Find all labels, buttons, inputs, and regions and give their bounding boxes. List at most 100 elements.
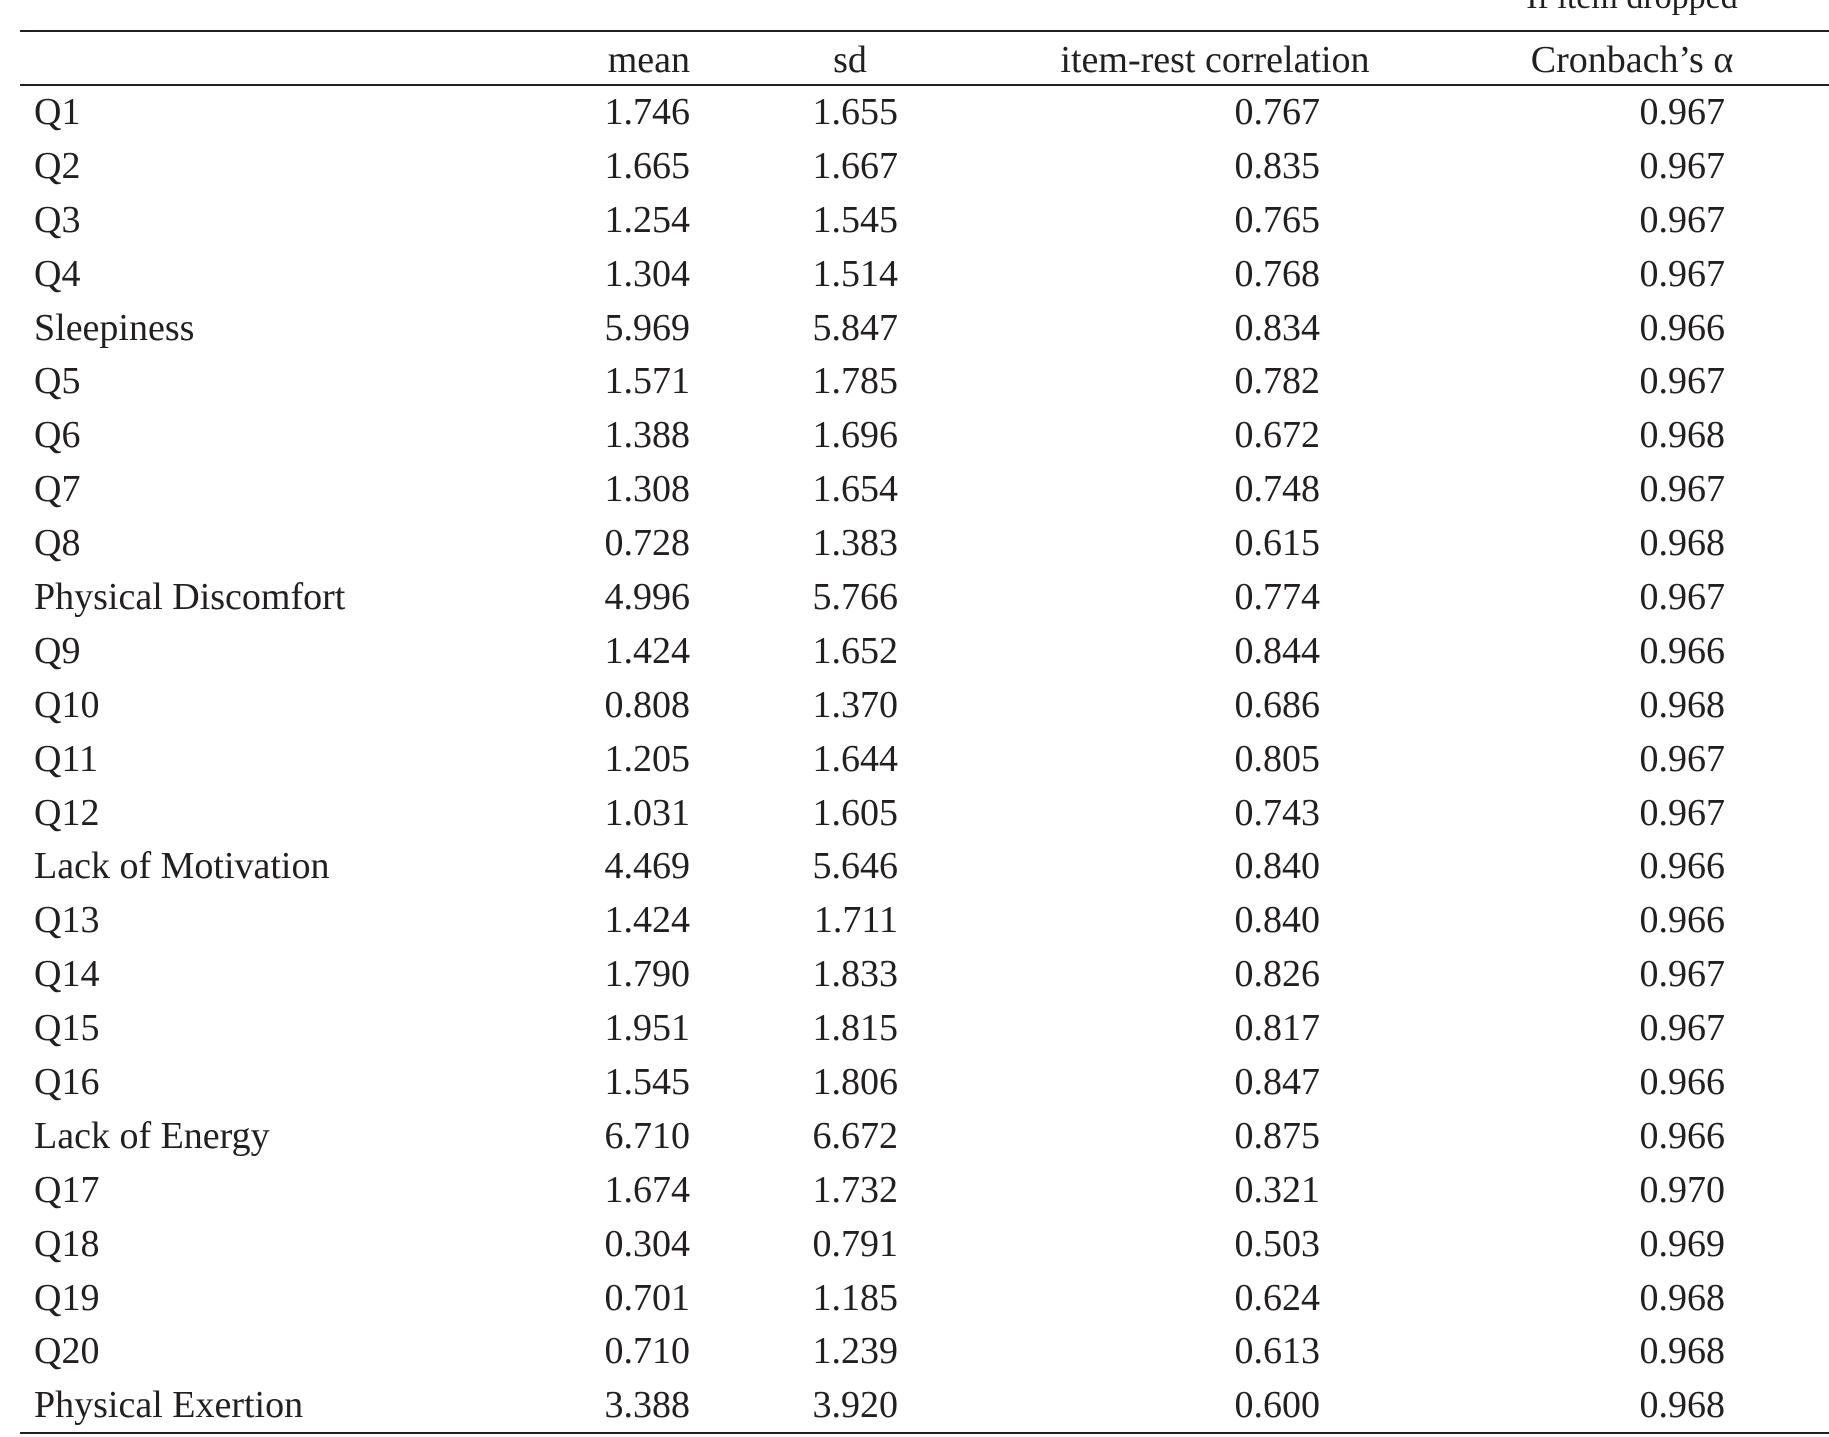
cell-cronbach-alpha: 0.967 [1639, 1007, 1726, 1050]
cell-sd: 1.655 [812, 91, 899, 133]
row-label: Lack of Energy [34, 1114, 270, 1157]
table-body: Q1 1.746 1.655 0.767 0.967 Q2 1.665 1.667 0.835 0… [0, 89, 1829, 1436]
cell-item-rest-correlation: 0.624 [1234, 1276, 1321, 1319]
cell-cronbach-alpha: 0.968 [1639, 1330, 1726, 1373]
if-item-dropped-header: If item dropped [1474, 0, 1790, 18]
cell-item-rest-correlation: 0.686 [1234, 683, 1321, 726]
table-row: Q3 1.254 1.545 0.765 0.967 [0, 197, 1829, 251]
cell-cronbach-alpha: 0.968 [1639, 1276, 1726, 1319]
table-row: Q17 1.674 1.732 0.321 0.970 [0, 1167, 1829, 1221]
table-row: Q11 1.205 1.644 0.805 0.967 [0, 736, 1829, 790]
cell-mean: 4.469 [604, 845, 691, 888]
cell-sd: 1.605 [812, 791, 899, 834]
cell-cronbach-alpha: 0.967 [1639, 737, 1726, 780]
cell-mean: 1.674 [604, 1168, 691, 1211]
cell-mean: 1.031 [604, 791, 691, 834]
cell-sd: 6.672 [812, 1114, 899, 1157]
row-label: Q10 [34, 683, 100, 726]
cell-cronbach-alpha: 0.968 [1639, 522, 1726, 565]
table-row: Lack of Energy 6.710 6.672 0.875 0.966 [0, 1113, 1829, 1167]
cell-cronbach-alpha: 0.967 [1639, 576, 1726, 619]
row-label: Q16 [34, 1061, 100, 1104]
row-label: Q8 [34, 522, 81, 565]
cell-item-rest-correlation: 0.615 [1234, 522, 1321, 565]
cell-sd: 1.370 [812, 683, 899, 726]
cell-item-rest-correlation: 0.840 [1234, 845, 1321, 888]
cell-cronbach-alpha: 0.966 [1639, 845, 1726, 888]
row-label: Physical Discomfort [34, 576, 346, 619]
cell-mean: 1.254 [604, 198, 691, 241]
cell-sd: 5.847 [812, 306, 899, 349]
cell-mean: 3.388 [604, 1384, 691, 1427]
row-label: Sleepiness [34, 306, 195, 349]
cell-mean: 1.951 [604, 1007, 691, 1050]
cell-cronbach-alpha: 0.967 [1639, 791, 1726, 834]
table-row: Q13 1.424 1.711 0.840 0.966 [0, 897, 1829, 951]
row-label: Q7 [34, 468, 81, 511]
cell-mean: 5.969 [604, 306, 691, 349]
table-row: Q19 0.701 1.185 0.624 0.968 [0, 1275, 1829, 1329]
cell-sd: 1.833 [812, 953, 899, 996]
cell-mean: 1.790 [604, 953, 691, 996]
cell-cronbach-alpha: 0.967 [1639, 252, 1726, 295]
cell-mean: 1.424 [604, 629, 691, 672]
cell-mean: 1.304 [604, 252, 691, 295]
cell-mean: 6.710 [604, 1114, 691, 1157]
table-row: Q7 1.308 1.654 0.748 0.967 [0, 466, 1829, 520]
row-label: Q1 [34, 91, 81, 133]
table-row: Physical Discomfort 4.996 5.766 0.774 0.967 [0, 574, 1829, 628]
cell-mean: 1.746 [604, 91, 691, 133]
cell-cronbach-alpha: 0.967 [1639, 144, 1726, 187]
cell-mean: 1.388 [604, 414, 691, 457]
table-row: Q12 1.031 1.605 0.743 0.967 [0, 790, 1829, 844]
cell-sd: 1.815 [812, 1007, 899, 1050]
cell-cronbach-alpha: 0.966 [1639, 899, 1726, 942]
table-row: Q1 1.746 1.655 0.767 0.967 [0, 89, 1829, 143]
cell-item-rest-correlation: 0.805 [1234, 737, 1321, 780]
cell-sd: 1.652 [812, 629, 899, 672]
bottom-rule [20, 1432, 1829, 1434]
cell-item-rest-correlation: 0.768 [1234, 252, 1321, 295]
cell-mean: 1.205 [604, 737, 691, 780]
cell-sd: 1.711 [813, 899, 898, 942]
row-label: Q6 [34, 414, 81, 457]
header-cronbach-alpha: Cronbach’s α [1530, 39, 1734, 81]
table-row: Q8 0.728 1.383 0.615 0.968 [0, 520, 1829, 574]
cell-mean: 1.571 [604, 360, 691, 403]
cell-cronbach-alpha: 0.968 [1639, 414, 1726, 457]
cell-sd: 1.667 [812, 144, 899, 187]
cell-cronbach-alpha: 0.966 [1639, 1114, 1726, 1157]
cell-item-rest-correlation: 0.748 [1234, 468, 1321, 511]
cell-sd: 1.545 [812, 198, 899, 241]
cell-cronbach-alpha: 0.966 [1639, 1061, 1726, 1104]
cell-sd: 1.514 [812, 252, 899, 295]
table-row: Lack of Motivation 4.469 5.646 0.840 0.966 [0, 843, 1829, 897]
cell-cronbach-alpha: 0.966 [1639, 629, 1726, 672]
row-label: Q11 [34, 737, 99, 780]
row-label: Q13 [34, 899, 100, 942]
row-label: Q3 [34, 198, 81, 241]
row-label: Q9 [34, 629, 81, 672]
cell-mean: 1.308 [604, 468, 691, 511]
cell-mean: 0.710 [604, 1330, 691, 1373]
header-rule [20, 84, 1829, 86]
cell-sd: 1.806 [812, 1061, 899, 1104]
cell-item-rest-correlation: 0.875 [1234, 1114, 1321, 1157]
cell-cronbach-alpha: 0.967 [1639, 468, 1726, 511]
cell-item-rest-correlation: 0.782 [1234, 360, 1321, 403]
cell-cronbach-alpha: 0.966 [1639, 306, 1726, 349]
cell-sd: 1.644 [812, 737, 899, 780]
cell-item-rest-correlation: 0.503 [1234, 1222, 1321, 1265]
cell-cronbach-alpha: 0.967 [1639, 91, 1726, 133]
cell-mean: 1.665 [604, 144, 691, 187]
cell-item-rest-correlation: 0.765 [1234, 198, 1321, 241]
cell-item-rest-correlation: 0.672 [1234, 414, 1321, 457]
row-label: Physical Exertion [34, 1384, 304, 1427]
top-rule [20, 30, 1829, 32]
cell-sd: 5.646 [812, 845, 899, 888]
cell-sd: 5.766 [812, 576, 899, 619]
cell-cronbach-alpha: 0.968 [1639, 1384, 1726, 1427]
cell-sd: 1.654 [812, 468, 899, 511]
row-label: Q4 [34, 252, 81, 295]
table-row: Q20 0.710 1.239 0.613 0.968 [0, 1328, 1829, 1382]
